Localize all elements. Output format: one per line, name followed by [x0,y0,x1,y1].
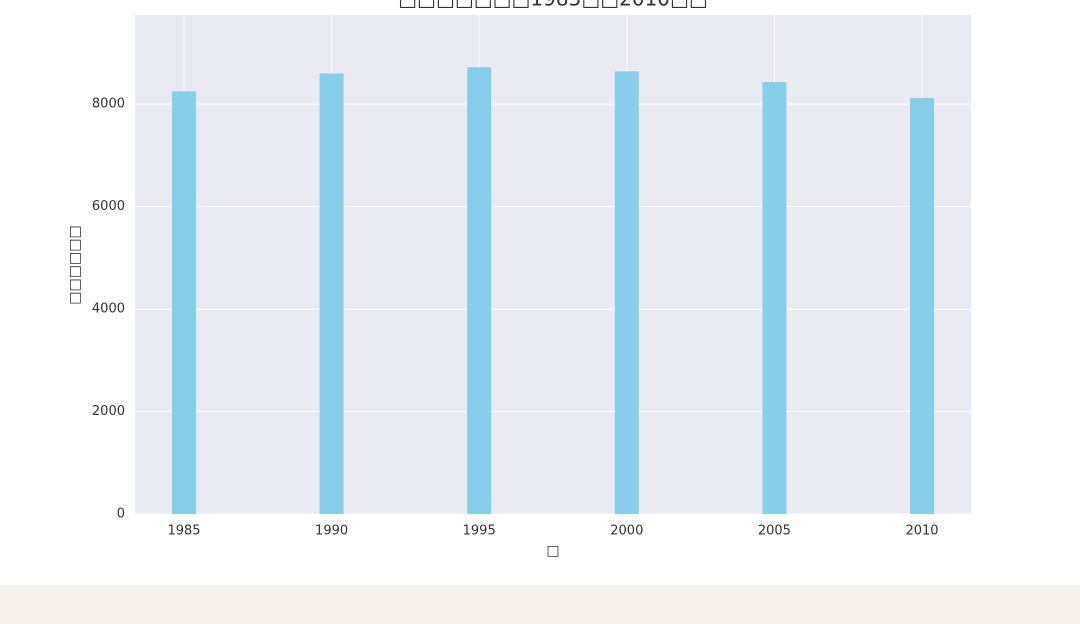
y-tick-label: 2000 [92,404,125,419]
x-tick-label: 2000 [610,524,643,539]
footer-band [0,585,1080,624]
chart: □□□□□□□1985□□2010□□ □ □□□□□□ 0 2000 4000 60… [67,0,971,559]
y-tick-label: 0 [117,507,125,522]
bar [762,82,787,515]
bar [614,71,639,515]
chart-title: □□□□□□□1985□□2010□□ [398,0,708,11]
bar [467,67,492,514]
y-tick-label: 6000 [92,199,125,214]
x-tick-label: 1995 [463,524,496,539]
y-tick-label: 8000 [92,97,125,112]
bar [172,91,197,515]
x-axis-label: □ [546,543,559,559]
plot-area [135,15,971,514]
x-tick-label: 2005 [758,524,791,539]
y-tick-label: 4000 [92,302,125,317]
bar [319,73,344,515]
y-axis-label: □□□□□□ [67,225,83,304]
x-tick-label: 1990 [315,524,348,539]
x-tick-label: 1985 [167,524,200,539]
bar [909,97,934,514]
x-tick-label: 2010 [905,524,938,539]
